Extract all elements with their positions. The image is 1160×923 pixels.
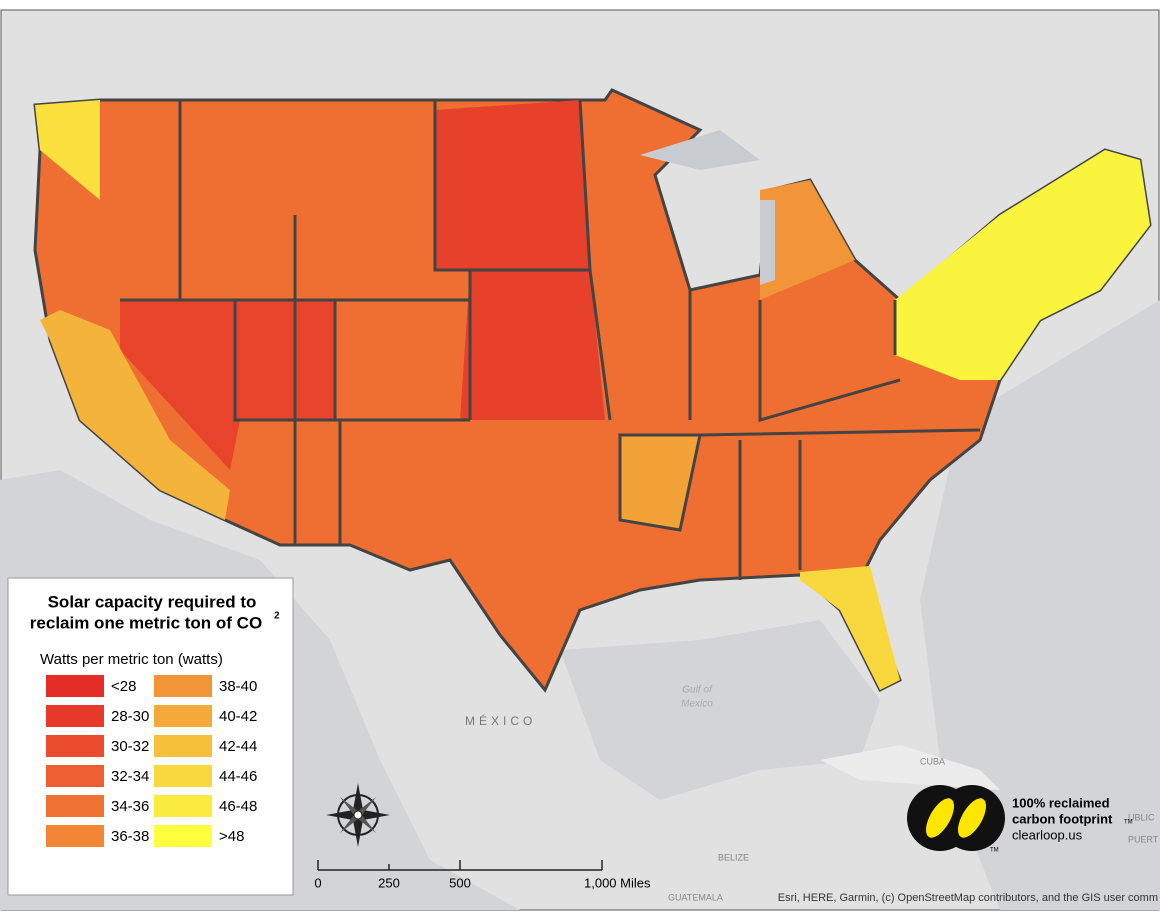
legend-title: Solar capacity required to (48, 592, 257, 611)
legend-title: reclaim one metric ton of CO (30, 613, 262, 632)
legend-swatch (46, 735, 104, 757)
gulf (560, 620, 880, 800)
legend-label: 44-46 (219, 768, 257, 785)
legend-swatch (154, 705, 212, 727)
legend-label: 38-40 (219, 678, 257, 695)
legend-swatch (154, 675, 212, 697)
place-label: CUBA (920, 756, 945, 766)
scale-label: 0 (314, 875, 321, 890)
place-label: Mexico (681, 699, 713, 710)
legend-label: 36-38 (111, 828, 149, 845)
logo-text: carbon footprint (1012, 811, 1113, 826)
scale-label: 500 (449, 875, 471, 890)
scale-bar (317, 860, 603, 871)
logo-text: clearloop.us (1012, 827, 1083, 842)
cuba-land (820, 745, 1000, 790)
legend-swatch (46, 795, 104, 817)
place-label: MÉXICO (465, 713, 536, 728)
logo-mark (907, 785, 1005, 851)
logo-tm: TM (1124, 820, 1133, 826)
place-label: Gulf of (682, 685, 713, 696)
logo-text: 100% reclaimed (1012, 795, 1110, 810)
legend-label: 28-30 (111, 708, 149, 725)
legend-subtitle: Watts per metric ton (watts) (40, 651, 223, 668)
place-label: PUERT (1128, 834, 1159, 844)
legend-swatch (46, 705, 104, 727)
logo-tm: TM (990, 848, 999, 854)
legend-label: 34-36 (111, 798, 149, 815)
legend-swatch (154, 735, 212, 757)
region-plains (435, 100, 605, 420)
region-florida (800, 566, 900, 690)
legend-label: >48 (219, 828, 244, 845)
legend-label: 30-32 (111, 738, 149, 755)
legend-label: 46-48 (219, 798, 257, 815)
region-washington (35, 100, 100, 200)
region-great-basin (120, 300, 335, 470)
legend-swatch (46, 825, 104, 847)
legend-label: 42-44 (219, 738, 257, 755)
lake-michigan (760, 200, 775, 285)
legend-label: 32-34 (111, 768, 149, 785)
attribution: Esri, HERE, Garmin, (c) OpenStreetMap co… (778, 892, 1158, 904)
legend-label: <28 (111, 678, 136, 695)
state-borders (120, 99, 981, 580)
atlantic (920, 300, 1160, 910)
region-michigan (760, 180, 855, 300)
legend-label: 40-42 (219, 708, 257, 725)
legend-swatch (46, 675, 104, 697)
region-arkansas (620, 435, 700, 530)
legend-items: <28 28-30 30-32 32-34 34-36 36-38 38-40 40-42 42… (46, 675, 257, 847)
region-northeast (895, 150, 1150, 380)
legend-swatch (154, 765, 212, 787)
region-california (40, 310, 230, 520)
place-label: BELIZE (718, 852, 749, 862)
legend-swatch (154, 825, 212, 847)
compass (326, 783, 390, 847)
scale-label: 1,000 Miles (584, 875, 651, 890)
scale-label: 250 (378, 875, 400, 890)
place-label: UBLIC (1128, 812, 1155, 822)
place-label: GUATEMALA (668, 892, 723, 902)
legend-swatch (46, 765, 104, 787)
legend-swatch (154, 795, 212, 817)
lake-superior (640, 130, 760, 170)
legend-superscript: 2 (274, 611, 280, 622)
